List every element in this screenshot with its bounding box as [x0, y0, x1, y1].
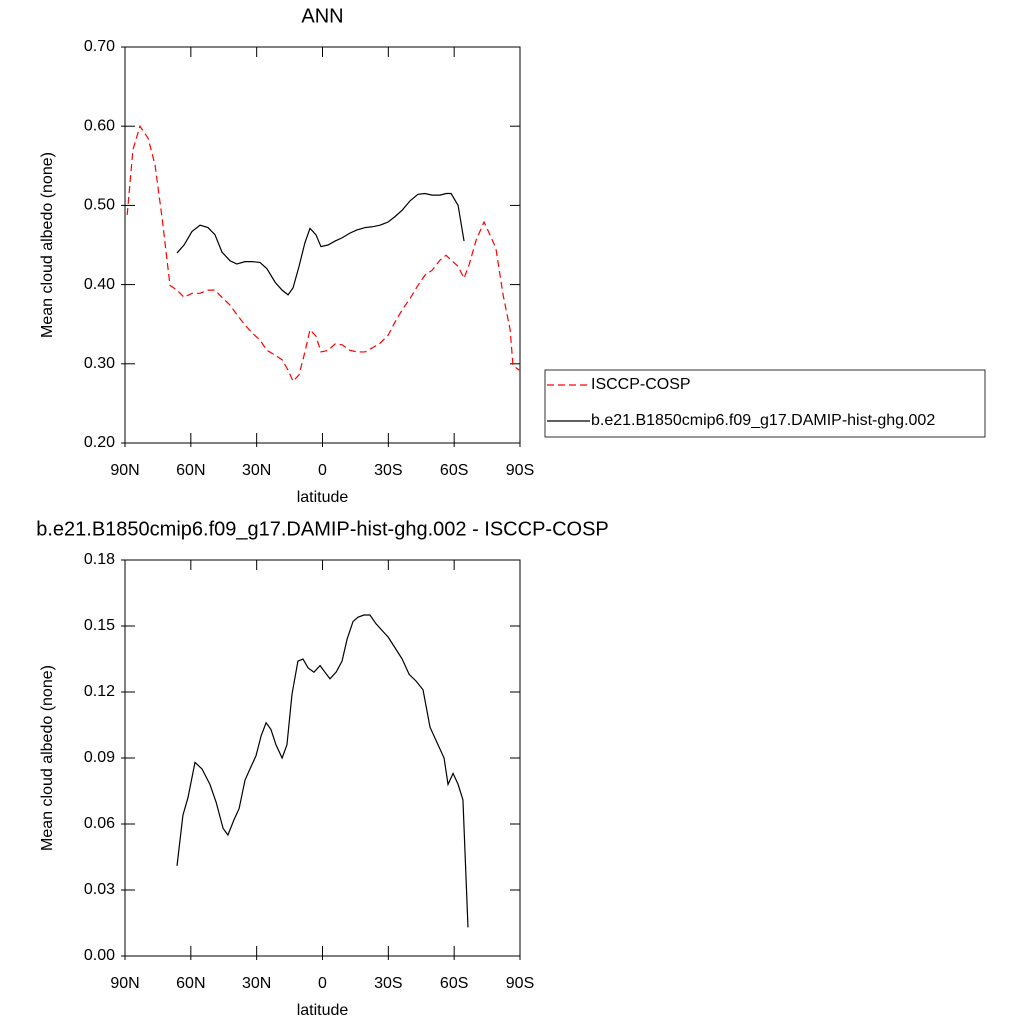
- legend-label: b.e21.B1850cmip6.f09_g17.DAMIP-hist-ghg.…: [591, 412, 935, 429]
- x-tick-label: 90N: [110, 975, 139, 992]
- legend-box: [544, 369, 986, 438]
- x-tick-label: 60S: [440, 975, 468, 992]
- data-line: [126, 124, 520, 383]
- data-line: [176, 614, 469, 928]
- x-tick-label: 30S: [374, 975, 402, 992]
- x-tick-label: 60N: [176, 975, 205, 992]
- y-tick-label: 0.30: [84, 355, 115, 372]
- x-tick-label: 0: [318, 462, 327, 479]
- y-tick-label: 0.09: [84, 749, 115, 766]
- x-tick-label: 30N: [242, 462, 271, 479]
- legend-label: ISCCP-COSP: [591, 376, 691, 393]
- x-tick-label: 90N: [110, 462, 139, 479]
- x-axis-label: latitude: [297, 489, 349, 506]
- data-line: [176, 192, 465, 296]
- y-axis-label: Mean cloud albedo (none): [39, 152, 56, 338]
- y-tick-label: 0.15: [84, 617, 115, 634]
- y-tick-label: 0.06: [84, 815, 115, 832]
- plot-frame: [124, 559, 521, 957]
- legend: ISCCP-COSP b.e21.B1850cmip6.f09_g17.DAMIP…: [544, 369, 986, 438]
- x-tick-label: 30N: [242, 975, 271, 992]
- x-tick-label: 90S: [506, 462, 534, 479]
- y-axis-label: Mean cloud albedo (none): [39, 665, 56, 851]
- chart-title: b.e21.B1850cmip6.f09_g17.DAMIP-hist-ghg.…: [36, 518, 609, 540]
- y-tick-label: 0.12: [84, 683, 115, 700]
- x-tick-label: 60N: [176, 462, 205, 479]
- y-tick-label: 0.50: [84, 197, 115, 214]
- x-tick-label: 0: [318, 975, 327, 992]
- y-tick-label: 0.03: [84, 881, 115, 898]
- y-tick-label: 0.70: [84, 38, 115, 55]
- y-tick-label: 0.00: [84, 947, 115, 964]
- x-tick-label: 90S: [506, 975, 534, 992]
- x-axis-label: latitude: [297, 1002, 349, 1019]
- y-tick-label: 0.18: [84, 551, 115, 568]
- chart-title: ANN: [301, 5, 343, 27]
- y-tick-label: 0.60: [84, 117, 115, 134]
- y-tick-label: 0.20: [84, 434, 115, 451]
- x-tick-label: 30S: [374, 462, 402, 479]
- x-tick-label: 60S: [440, 462, 468, 479]
- y-tick-label: 0.40: [84, 276, 115, 293]
